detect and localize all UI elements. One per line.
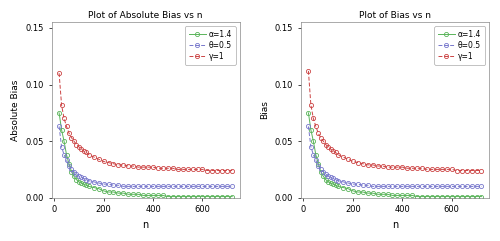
- Legend: α=1.4, θ=0.5, γ=1: α=1.4, θ=0.5, γ=1: [185, 26, 236, 65]
- Title: Plot of Absolute Bias vs n: Plot of Absolute Bias vs n: [88, 11, 203, 20]
- Y-axis label: Bias: Bias: [260, 100, 270, 120]
- X-axis label: n: n: [142, 220, 149, 230]
- Y-axis label: Absolute Bias: Absolute Bias: [11, 79, 20, 141]
- Title: Plot of Bias vs n: Plot of Bias vs n: [359, 11, 431, 20]
- X-axis label: n: n: [392, 220, 398, 230]
- Legend: α=1.4, θ=0.5, γ=1: α=1.4, θ=0.5, γ=1: [434, 26, 485, 65]
